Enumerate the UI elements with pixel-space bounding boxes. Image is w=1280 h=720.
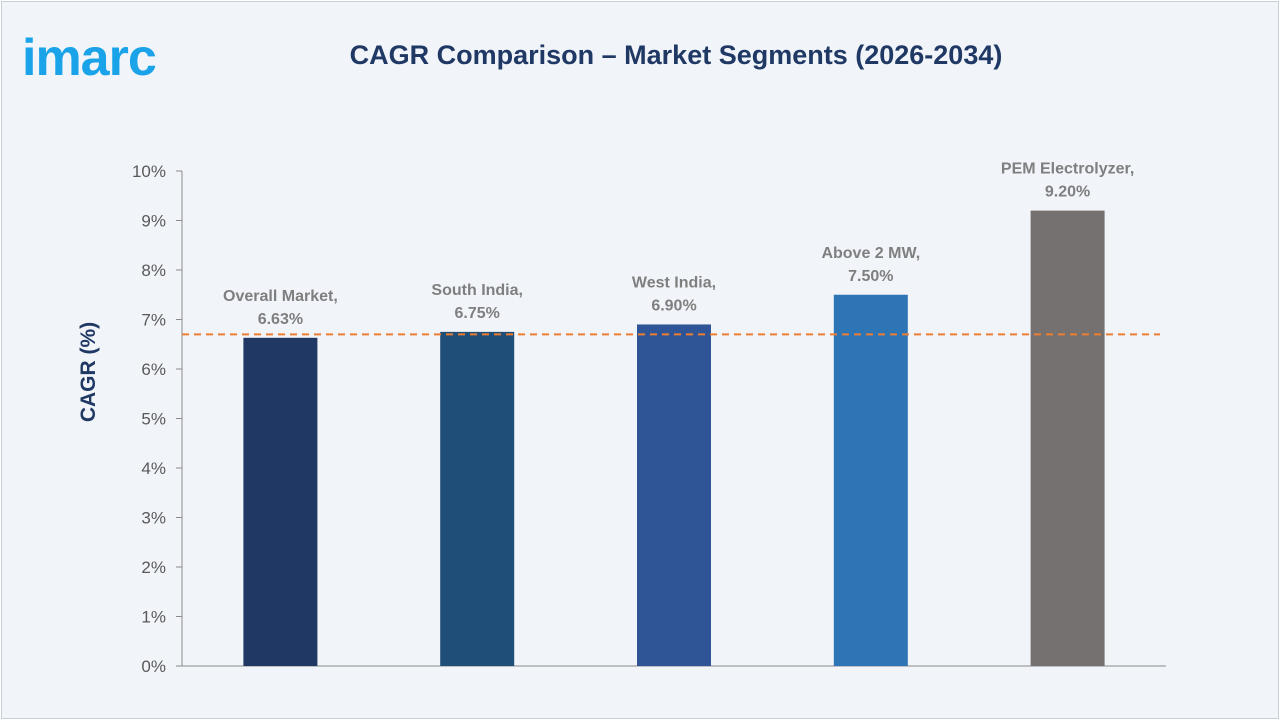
data-label: Overall Market, [223, 288, 338, 305]
data-label: South India, [431, 282, 523, 299]
data-label: West India, [632, 274, 716, 291]
data-label: 6.63% [258, 311, 303, 328]
bar-west-india [637, 324, 711, 666]
y-tick-label: 8% [141, 261, 166, 280]
y-tick-label: 2% [141, 558, 166, 577]
data-label: 7.50% [848, 268, 893, 285]
y-tick-label: 7% [141, 311, 166, 330]
chart-title: CAGR Comparison – Market Segments (2026-… [349, 40, 1003, 70]
y-tick-label: 6% [141, 360, 166, 379]
data-label: 6.75% [455, 305, 500, 322]
data-label: Above 2 MW, [821, 245, 920, 262]
y-tick-label: 1% [141, 608, 166, 627]
bar-overall-market [243, 337, 318, 666]
y-tick-label: 0% [141, 657, 166, 676]
data-label: PEM Electrolyzer, [1001, 161, 1134, 178]
y-tick-label: 10% [132, 162, 166, 181]
y-tick-label: 3% [141, 509, 166, 528]
bar-south-india [440, 331, 515, 666]
imarc-logo: imarc [22, 29, 157, 87]
data-label: 6.90% [651, 297, 696, 314]
bar-above-2-mw [833, 294, 908, 666]
y-tick-label: 5% [141, 410, 166, 429]
bar-pem-electrolyzer [1030, 210, 1105, 666]
y-tick-label: 4% [141, 459, 166, 478]
y-tick-label: 9% [141, 212, 166, 231]
data-label: 9.20% [1045, 184, 1090, 201]
